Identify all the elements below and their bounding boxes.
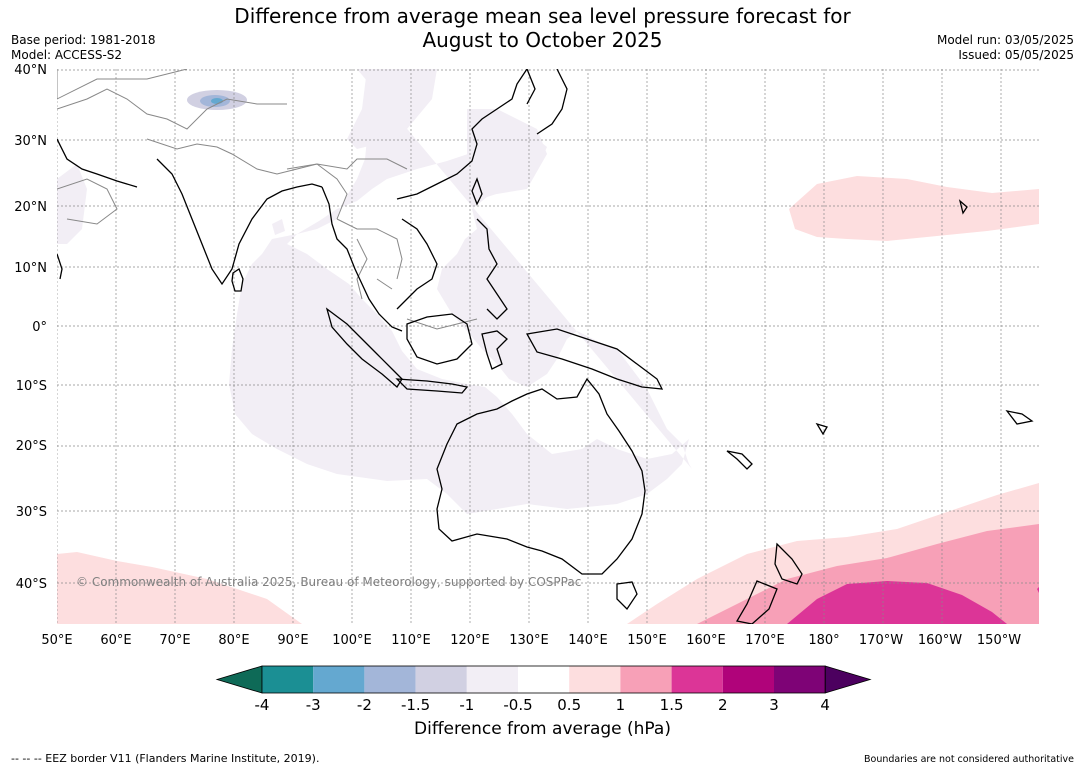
lon-label-160e: 160°E [686,633,726,648]
colorbar-cell [313,666,365,693]
colorbar-cell [364,666,416,693]
positive-anomaly-areas [57,176,1039,624]
colorbar-tick-label: -1 [459,696,474,714]
colorbar-tick-label: 2 [718,696,728,714]
model-name: Model: ACCESS-S2 [11,48,123,62]
colorbar-tick-label: -3 [306,696,321,714]
lon-label-120e: 120°E [450,633,490,648]
boundaries-note: Boundaries are not considered authoritat… [864,754,1074,765]
base-period: Base period: 1981-2018 [11,33,156,47]
coastlines [57,69,1034,624]
colorbar: -4 -3 -2 -1.5 -1 -0.5 0.5 1 1.5 2 3 4 [215,665,872,714]
colorbar-tick-label: 1 [616,696,626,714]
colorbar-tick-label: -1.5 [401,696,430,714]
colorbar-tick-label: -4 [255,696,270,714]
lon-label-70e: 70°E [159,633,190,648]
colorbar-tick-label: 0.5 [557,696,581,714]
lat-label-20n: 20°N [14,200,47,215]
longitude-label-group: 50°E 60°E 70°E 80°E 90°E 100°E 110°E 120… [41,633,1021,648]
lat-label-40s: 40°S [16,577,47,592]
lon-label-130e: 130°E [509,633,549,648]
colorbar-cell [569,666,621,693]
colorbar-cell [620,666,672,693]
lat-label-40n: 40°N [14,63,47,78]
lon-label-160w: 160°W [918,633,962,648]
lon-label-80e: 80°E [218,633,249,648]
title-line-1: Difference from average mean sea level p… [234,4,851,28]
issued-date: Issued: 05/05/2025 [958,48,1074,62]
run-info: Model run: 03/05/2025 Issued: 05/05/2025 [937,33,1074,63]
colorbar-tick-label: -2 [357,696,372,714]
colorbar-cells [215,665,872,694]
lon-label-140e: 140°E [568,633,608,648]
lon-label-110e: 110°E [391,633,431,648]
colorbar-extend-high [824,665,872,694]
colorbar-frame [261,665,826,694]
lon-label-60e: 60°E [100,633,131,648]
pressure-anomaly-map: 40°N © Commonwealth of Australia 2025, B… [57,69,1039,624]
negative-anomaly-areas [57,69,692,514]
model-run-date: Model run: 03/05/2025 [936,33,1074,47]
lon-label-150e: 150°E [627,633,667,648]
lat-label-10n: 10°N [14,261,47,276]
tibet-low-anomaly [187,90,247,110]
lat-label-20s: 20°S [16,439,47,454]
lon-label-90e: 90°E [277,633,308,648]
colorbar-label: Difference from average (hPa) [414,719,671,739]
lon-label-170e: 170°E [745,633,785,648]
lon-label-100e: 100°E [332,633,372,648]
colorbar-tick-labels: -4 -3 -2 -1.5 -1 -0.5 0.5 1 1.5 2 3 4 [255,696,830,714]
title-line-2: August to October 2025 [422,28,663,52]
colorbar-tick-label: 4 [820,696,830,714]
lon-label-50e: 50°E [41,633,72,648]
colorbar-cell [671,666,723,693]
lat-label-30n: 30°N [14,134,47,149]
lat-label-10s: 10°S [16,379,47,394]
model-info: Base period: 1981-2018 Model: ACCESS-S2 [11,33,156,63]
country-borders [57,69,478,330]
lat-label-30s: 30°S [16,505,47,520]
colorbar-cell [722,666,774,693]
colorbar-tick-label: 3 [769,696,779,714]
lon-label-150w: 150°W [977,633,1021,648]
map-title: Difference from average mean sea level p… [0,4,1085,52]
colorbar-cell [518,666,570,693]
eez-note: -- -- -- EEZ border V11 (Flanders Marine… [11,752,320,765]
map-axis-labels: 40°N 30°N 20°N 10°N 0° 10°S 20°S 30°S 40… [14,63,1021,648]
colorbar-extend-low [215,665,263,694]
latitude-label-group: 40°N 30°N 20°N 10°N 0° 10°S 20°S 30°S 40… [14,63,47,592]
colorbar-tick-label: -0.5 [503,696,532,714]
lat-label-0: 0° [32,320,47,335]
copyright-notice: © Commonwealth of Australia 2025, Bureau… [76,575,581,589]
colorbar-tick-label: 1.5 [660,696,684,714]
colorbar-cell [774,666,826,693]
colorbar-cell [262,666,314,693]
lon-label-180: 180° [808,633,839,648]
colorbar-cell [415,666,467,693]
lon-label-170w: 170°W [859,633,903,648]
colorbar-cell [466,666,518,693]
